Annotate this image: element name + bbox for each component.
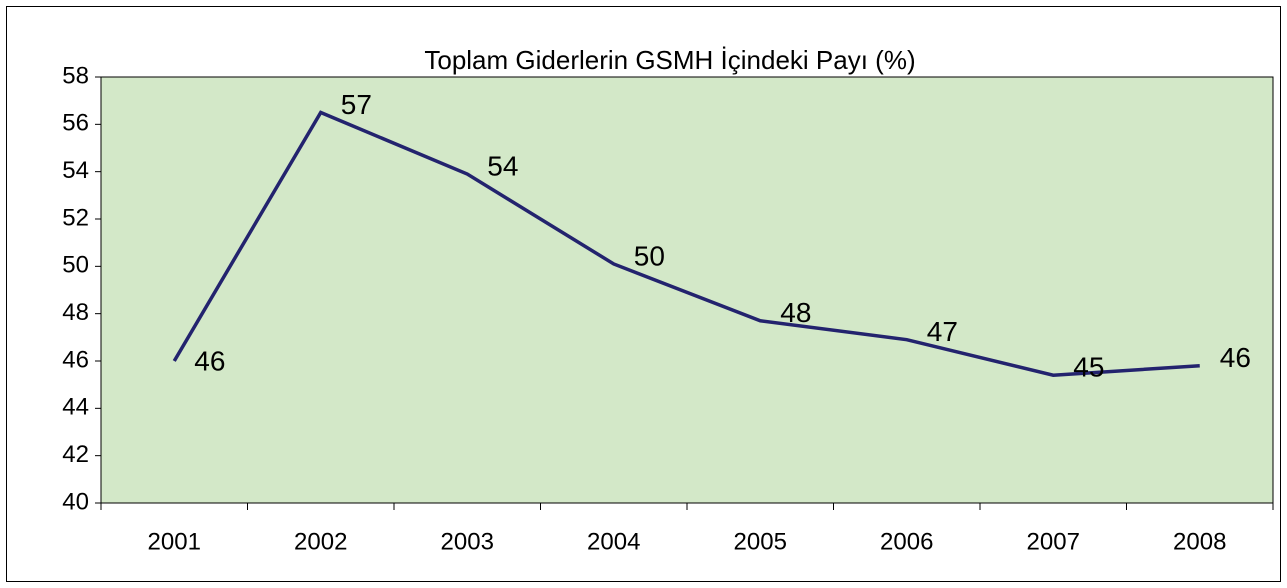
x-tick-label: 2007 <box>1027 528 1080 555</box>
x-tick-label: 2002 <box>294 528 347 555</box>
x-tick-label: 2001 <box>148 528 201 555</box>
x-tick-label: 2003 <box>441 528 494 555</box>
data-label: 46 <box>1220 342 1251 373</box>
y-tick-label: 42 <box>62 441 89 468</box>
data-label: 47 <box>927 316 958 347</box>
data-label: 45 <box>1073 352 1104 383</box>
y-tick-label: 44 <box>62 394 89 421</box>
x-tick-label: 2005 <box>734 528 787 555</box>
data-label: 54 <box>487 150 518 181</box>
y-tick-label: 52 <box>62 204 89 231</box>
y-tick-label: 54 <box>62 157 89 184</box>
y-tick-label: 50 <box>62 252 89 279</box>
x-tick-label: 2004 <box>587 528 640 555</box>
y-tick-label: 40 <box>62 488 89 515</box>
data-line <box>172 110 1200 377</box>
y-tick-label: 56 <box>62 110 89 137</box>
data-label: 50 <box>634 240 665 271</box>
plot-area <box>100 76 1274 504</box>
data-label: 48 <box>780 297 811 328</box>
y-tick-label: 58 <box>62 62 89 89</box>
y-tick-label: 46 <box>62 346 89 373</box>
chart-title: Toplam Giderlerin GSMH İçindeki Payı (%) <box>424 45 915 75</box>
data-label: 57 <box>341 89 372 120</box>
x-tick-label: 2006 <box>880 528 933 555</box>
data-label: 46 <box>194 345 225 376</box>
y-tick-label: 48 <box>62 299 89 326</box>
x-tick-label: 2008 <box>1173 528 1226 555</box>
